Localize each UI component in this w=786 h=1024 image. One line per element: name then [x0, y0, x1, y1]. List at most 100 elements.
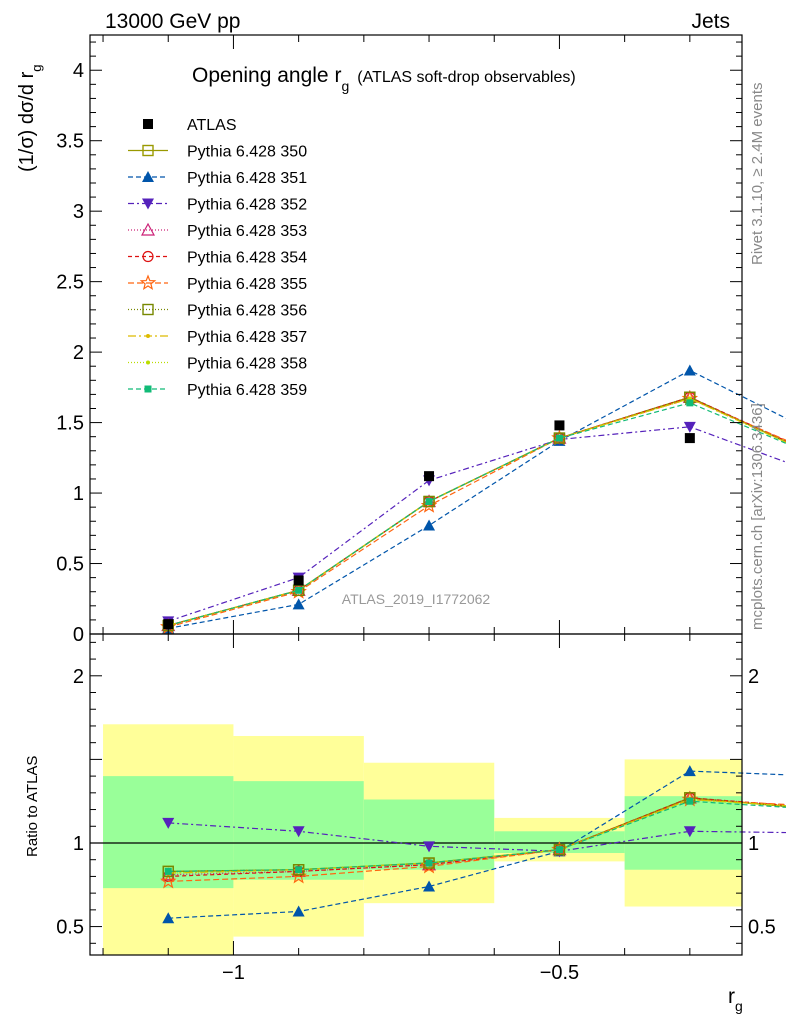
y-tick-label: 0 [73, 624, 84, 646]
series-point-9-3 [555, 434, 563, 442]
atlas-point-4 [684, 433, 695, 444]
series-point-1-1 [292, 598, 305, 610]
ratio-point-2-2 [423, 841, 436, 853]
legend-label-6: Pythia 6.428 356 [187, 303, 307, 320]
x-axis-label: rg [728, 985, 743, 1014]
y-tick-label: 3.5 [56, 131, 84, 153]
legend-item-8: Pythia 6.428 358 [128, 356, 307, 373]
atlas-point-3 [554, 420, 565, 431]
y-axis-label-main: (1/σ) dσ/d r [16, 71, 38, 172]
ratio-point-9-0 [164, 867, 172, 875]
legend-item-9: Pythia 6.428 359 [128, 382, 307, 399]
series-line-8 [168, 397, 786, 627]
chart-title-sub: g [341, 78, 349, 94]
ratio-y-tick-label-right: 2 [748, 666, 759, 688]
legend-item-3: Pythia 6.428 353 [128, 222, 307, 240]
series-point-2-4 [683, 421, 696, 433]
legend-marker-4 [142, 250, 154, 263]
legend-item-atlas: ATLAS [143, 117, 237, 134]
legend-marker-8 [146, 360, 150, 365]
legend-label-4: Pythia 6.428 354 [187, 250, 307, 267]
y-tick-label: 1 [73, 483, 84, 505]
atlas-point-0 [163, 619, 174, 630]
legend-label-1: Pythia 6.428 351 [187, 170, 307, 187]
legend-marker-9 [144, 385, 152, 393]
x-axis-label-sub: g [735, 998, 743, 1014]
ratio-y-tick-label: 2 [73, 666, 84, 688]
series-point-9-1 [295, 586, 303, 594]
legend-marker-3 [140, 222, 156, 236]
series-point-9-4 [686, 399, 694, 407]
legend-item-0: Pythia 6.428 350 [128, 144, 307, 161]
ratio-point-2-1 [292, 826, 305, 838]
legend-label-atlas: ATLAS [187, 117, 237, 134]
y-tick-label: 2.5 [56, 272, 84, 294]
ratio-point-9-2 [425, 859, 433, 867]
series-point-1-2 [423, 519, 436, 531]
series-point-6-2 [423, 495, 435, 508]
legend-marker-0 [142, 144, 154, 157]
legend-label-0: Pythia 6.428 350 [187, 144, 307, 161]
series-line-1 [168, 369, 786, 629]
legend-item-5: Pythia 6.428 355 [128, 274, 307, 293]
mcplots-credit: mcplots.cern.ch [arXiv:1306.3436] [749, 403, 766, 630]
chart-title: Opening angle rg (ATLAS soft-drop observa… [192, 64, 576, 94]
legend-label-9: Pythia 6.428 359 [187, 382, 307, 399]
ratio-point-1-2 [423, 880, 436, 892]
legend-label-5: Pythia 6.428 355 [187, 276, 307, 293]
series-point-1-4 [683, 364, 696, 376]
ratio-y-axis-label: Ratio to ATLAS [24, 756, 41, 857]
ratio-point-9-4 [686, 797, 694, 805]
y-tick-label: 4 [73, 60, 84, 82]
legend-item-1: Pythia 6.428 351 [128, 170, 307, 187]
ratio-y-tick-label-right: 1 [748, 833, 759, 855]
chart-title-suffix: (ATLAS soft-drop observables) [357, 69, 575, 86]
series-line-9 [168, 402, 786, 627]
header-right: Jets [691, 10, 730, 33]
ratio-y-tick-label-right: 0.5 [748, 917, 776, 939]
ratio-point-1-1 [292, 905, 305, 917]
y-tick-label: 2 [73, 342, 84, 364]
legend-marker-6 [142, 303, 154, 316]
ratio-point-9-1 [295, 866, 303, 874]
ratio-band-inner-4 [624, 796, 742, 870]
legend-marker-atlas [143, 119, 153, 129]
header-left: 13000 GeV pp [105, 10, 240, 33]
y-tick-label: 3 [73, 201, 84, 223]
legend-item-7: Pythia 6.428 357 [128, 329, 307, 346]
y-tick-label: 0.5 [56, 554, 84, 576]
ratio-y-tick-label: 0.5 [56, 917, 84, 939]
x-axis-label-main: r [728, 985, 735, 1008]
x-tick-label: −0.5 [540, 962, 579, 984]
ratio-point-5-0 [160, 872, 177, 889]
rivet-version: Rivet 3.1.10, ≥ 2.4M events [749, 83, 766, 266]
legend-item-4: Pythia 6.428 354 [128, 250, 307, 267]
y-axis-label-sub: g [29, 65, 44, 72]
series-line-2 [168, 426, 786, 622]
ratio-point-2-4 [683, 826, 696, 838]
legend-item-6: Pythia 6.428 356 [128, 303, 307, 320]
y-axis-label: (1/σ) dσ/d rg [16, 65, 44, 173]
legend-label-2: Pythia 6.428 352 [187, 197, 307, 214]
ratio-point-1-4 [683, 765, 696, 777]
ratio-plot-frame [89, 633, 743, 956]
legend-marker-1 [142, 171, 154, 182]
ratio-line-1 [168, 770, 786, 919]
ratio-line-4 [168, 797, 786, 877]
y-tick-label: 1.5 [56, 413, 84, 435]
ratio-point-6-0 [162, 865, 174, 878]
ratio-line-5 [168, 798, 786, 882]
series-point-9-2 [425, 498, 433, 506]
legend-label-7: Pythia 6.428 357 [187, 329, 307, 346]
ratio-point-2-0 [162, 817, 175, 829]
legend-marker-7 [146, 334, 150, 338]
legend-label-3: Pythia 6.428 353 [187, 223, 307, 240]
ratio-point-1-0 [162, 912, 175, 924]
atlas-point-2 [424, 471, 435, 482]
ratio-point-9-3 [555, 846, 563, 854]
legend-label-8: Pythia 6.428 358 [187, 356, 307, 373]
legend-item-2: Pythia 6.428 352 [128, 197, 307, 214]
x-tick-label: −1 [222, 962, 245, 984]
ratio-y-tick-label: 1 [73, 833, 84, 855]
